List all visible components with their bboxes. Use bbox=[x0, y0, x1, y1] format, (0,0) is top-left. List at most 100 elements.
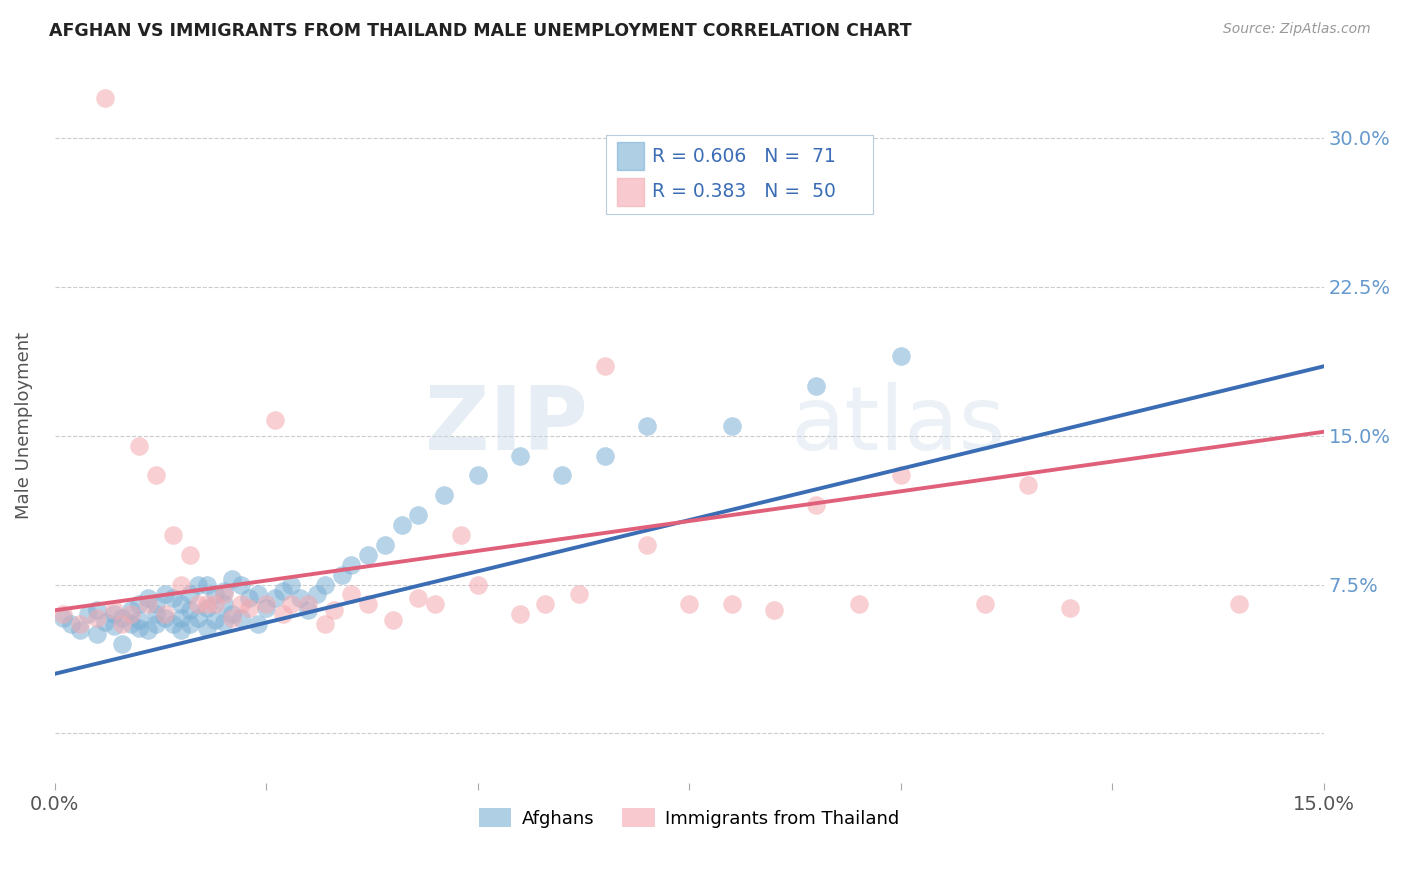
Afghans bbox=[551, 468, 574, 483]
Legend: Afghans, Immigrants from Thailand: Afghans, Immigrants from Thailand bbox=[472, 801, 907, 835]
Immigrants from Thailand bbox=[974, 598, 997, 612]
Text: ZIP: ZIP bbox=[425, 383, 588, 469]
Immigrants from Thailand bbox=[1059, 601, 1081, 615]
Afghans bbox=[433, 488, 456, 502]
Afghans bbox=[509, 449, 531, 463]
Immigrants from Thailand bbox=[128, 439, 150, 453]
Immigrants from Thailand bbox=[593, 359, 616, 374]
Afghans bbox=[408, 508, 430, 522]
Afghans bbox=[195, 601, 218, 615]
Immigrants from Thailand bbox=[136, 598, 159, 612]
Afghans bbox=[288, 591, 311, 606]
Immigrants from Thailand bbox=[195, 598, 218, 612]
Afghans bbox=[636, 418, 658, 433]
Text: atlas: atlas bbox=[790, 383, 1005, 469]
Immigrants from Thailand bbox=[314, 617, 336, 632]
Afghans bbox=[229, 577, 252, 591]
Afghans bbox=[806, 379, 828, 393]
Immigrants from Thailand bbox=[94, 91, 117, 105]
Afghans bbox=[153, 611, 176, 625]
Afghans bbox=[170, 598, 193, 612]
Afghans bbox=[720, 418, 742, 433]
Afghans bbox=[179, 603, 201, 617]
Immigrants from Thailand bbox=[153, 607, 176, 622]
Immigrants from Thailand bbox=[204, 598, 226, 612]
Immigrants from Thailand bbox=[720, 598, 742, 612]
Afghans bbox=[145, 598, 167, 612]
Immigrants from Thailand bbox=[848, 598, 870, 612]
Immigrants from Thailand bbox=[179, 548, 201, 562]
Text: Source: ZipAtlas.com: Source: ZipAtlas.com bbox=[1223, 22, 1371, 37]
Immigrants from Thailand bbox=[120, 607, 142, 622]
Afghans bbox=[271, 583, 294, 598]
Bar bbox=[617, 143, 644, 170]
Immigrants from Thailand bbox=[806, 498, 828, 512]
Afghans bbox=[195, 577, 218, 591]
Immigrants from Thailand bbox=[322, 603, 344, 617]
Afghans bbox=[77, 607, 100, 622]
Immigrants from Thailand bbox=[280, 598, 302, 612]
Text: AFGHAN VS IMMIGRANTS FROM THAILAND MALE UNEMPLOYMENT CORRELATION CHART: AFGHAN VS IMMIGRANTS FROM THAILAND MALE … bbox=[49, 22, 912, 40]
Immigrants from Thailand bbox=[534, 598, 557, 612]
Afghans bbox=[254, 601, 277, 615]
Afghans bbox=[69, 624, 91, 638]
Afghans bbox=[187, 577, 209, 591]
Afghans bbox=[52, 611, 75, 625]
Afghans bbox=[120, 617, 142, 632]
Immigrants from Thailand bbox=[212, 587, 235, 601]
Afghans bbox=[314, 577, 336, 591]
Immigrants from Thailand bbox=[636, 538, 658, 552]
Afghans bbox=[128, 598, 150, 612]
Immigrants from Thailand bbox=[254, 598, 277, 612]
Text: R = 0.606   N =  71: R = 0.606 N = 71 bbox=[651, 147, 835, 166]
Afghans bbox=[60, 617, 83, 632]
Afghans bbox=[212, 583, 235, 598]
Afghans bbox=[103, 619, 125, 633]
Immigrants from Thailand bbox=[408, 591, 430, 606]
Afghans bbox=[391, 518, 413, 533]
Y-axis label: Male Unemployment: Male Unemployment bbox=[15, 332, 32, 519]
Afghans bbox=[467, 468, 489, 483]
Afghans bbox=[179, 617, 201, 632]
Immigrants from Thailand bbox=[1017, 478, 1039, 492]
Immigrants from Thailand bbox=[339, 587, 361, 601]
Immigrants from Thailand bbox=[762, 603, 785, 617]
Immigrants from Thailand bbox=[145, 468, 167, 483]
Text: R = 0.383   N =  50: R = 0.383 N = 50 bbox=[651, 182, 835, 202]
Afghans bbox=[212, 615, 235, 630]
Afghans bbox=[221, 572, 243, 586]
Afghans bbox=[179, 587, 201, 601]
Afghans bbox=[195, 621, 218, 635]
Afghans bbox=[111, 637, 134, 651]
Afghans bbox=[238, 591, 260, 606]
Immigrants from Thailand bbox=[1227, 598, 1250, 612]
Immigrants from Thailand bbox=[221, 611, 243, 625]
Afghans bbox=[221, 607, 243, 622]
Afghans bbox=[890, 349, 912, 363]
Afghans bbox=[145, 617, 167, 632]
Afghans bbox=[136, 591, 159, 606]
Afghans bbox=[204, 613, 226, 627]
Afghans bbox=[330, 567, 353, 582]
Afghans bbox=[128, 613, 150, 627]
Immigrants from Thailand bbox=[263, 413, 285, 427]
Afghans bbox=[593, 449, 616, 463]
Immigrants from Thailand bbox=[568, 587, 591, 601]
Afghans bbox=[356, 548, 378, 562]
Immigrants from Thailand bbox=[187, 598, 209, 612]
Afghans bbox=[145, 607, 167, 622]
Afghans bbox=[86, 603, 108, 617]
Afghans bbox=[94, 615, 117, 630]
Immigrants from Thailand bbox=[238, 601, 260, 615]
Afghans bbox=[263, 591, 285, 606]
Afghans bbox=[374, 538, 396, 552]
Afghans bbox=[136, 624, 159, 638]
Afghans bbox=[103, 607, 125, 622]
Immigrants from Thailand bbox=[509, 607, 531, 622]
Afghans bbox=[120, 603, 142, 617]
Afghans bbox=[128, 621, 150, 635]
Immigrants from Thailand bbox=[678, 598, 700, 612]
Immigrants from Thailand bbox=[425, 598, 447, 612]
Immigrants from Thailand bbox=[170, 577, 193, 591]
Afghans bbox=[170, 611, 193, 625]
